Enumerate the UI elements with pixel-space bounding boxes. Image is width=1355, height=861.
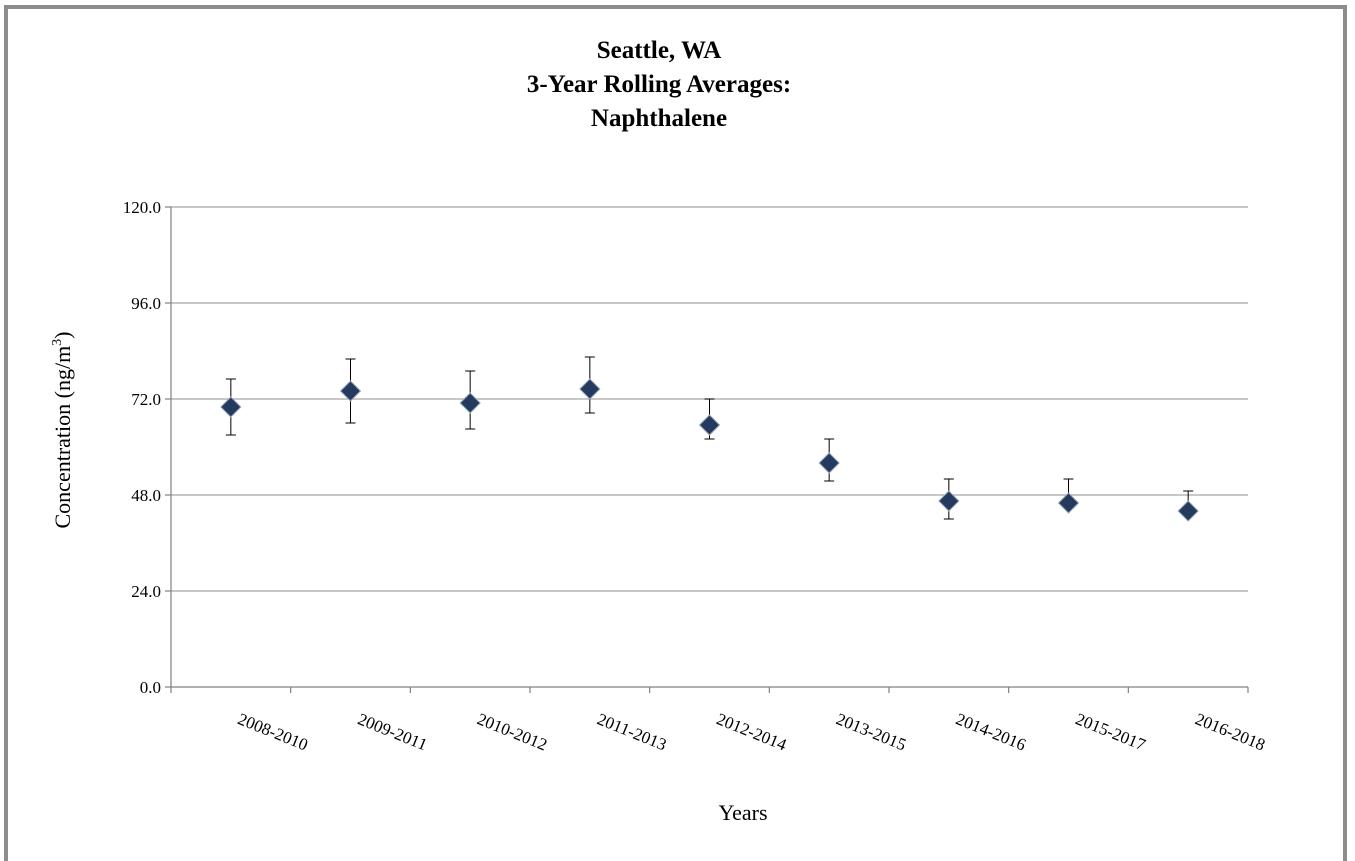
data-point — [818, 452, 840, 474]
axes — [165, 206, 1249, 693]
data-point — [579, 378, 601, 400]
y-axis-label-superscript: 3 — [50, 339, 65, 346]
data-point — [339, 380, 362, 402]
chart-frame — [4, 5, 1347, 861]
x-axis-label: Years — [718, 800, 767, 825]
y-tick-labels: 0.0 24.0 48.0 72.0 96.0 120.0 — [123, 198, 161, 697]
chart-title-line-1: Seattle, WA — [597, 37, 722, 64]
x-tick-label: 2009-2011 — [355, 709, 430, 754]
chart-title-line-2: 3-Year Rolling Averages: — [527, 71, 791, 98]
data-point — [220, 396, 242, 418]
x-tick-label: 2008-2010 — [235, 709, 310, 754]
y-axis-label-tail: ) — [50, 331, 75, 338]
y-tick-label: 72.0 — [131, 390, 161, 409]
x-tick-label: 2011-2013 — [594, 709, 669, 754]
chart-title: Seattle, WA 3-Year Rolling Averages: Nap… — [527, 37, 791, 132]
data-point — [1177, 500, 1199, 522]
y-axis-label-main: Concentration (ng/m — [50, 346, 75, 529]
chart-title-line-3: Naphthalene — [591, 105, 727, 132]
y-tick-label: 96.0 — [131, 294, 161, 313]
data-points — [220, 378, 1199, 522]
y-tick-label: 24.0 — [131, 582, 161, 601]
y-tick-label: 120.0 — [123, 198, 161, 217]
data-point — [1057, 492, 1080, 514]
data-point — [459, 392, 481, 414]
x-tick-label: 2015-2017 — [1073, 709, 1149, 754]
data-point — [938, 490, 960, 512]
y-tick-label: 48.0 — [131, 486, 161, 505]
data-point — [698, 414, 721, 436]
x-tick-label: 2012-2014 — [714, 709, 790, 754]
y-axis-label: Concentration (ng/m3) — [50, 331, 75, 528]
x-tick-label: 2013-2015 — [834, 709, 909, 754]
x-tick-label: 2014-2016 — [953, 709, 1028, 754]
x-tick-label: 2010-2012 — [475, 709, 550, 754]
x-tick-label: 2016-2018 — [1193, 709, 1268, 754]
y-tick-label: 0.0 — [140, 678, 161, 697]
x-tick-labels: 2008-2010 2009-2011 2010-2012 2011-2013 2012… — [235, 709, 1268, 754]
